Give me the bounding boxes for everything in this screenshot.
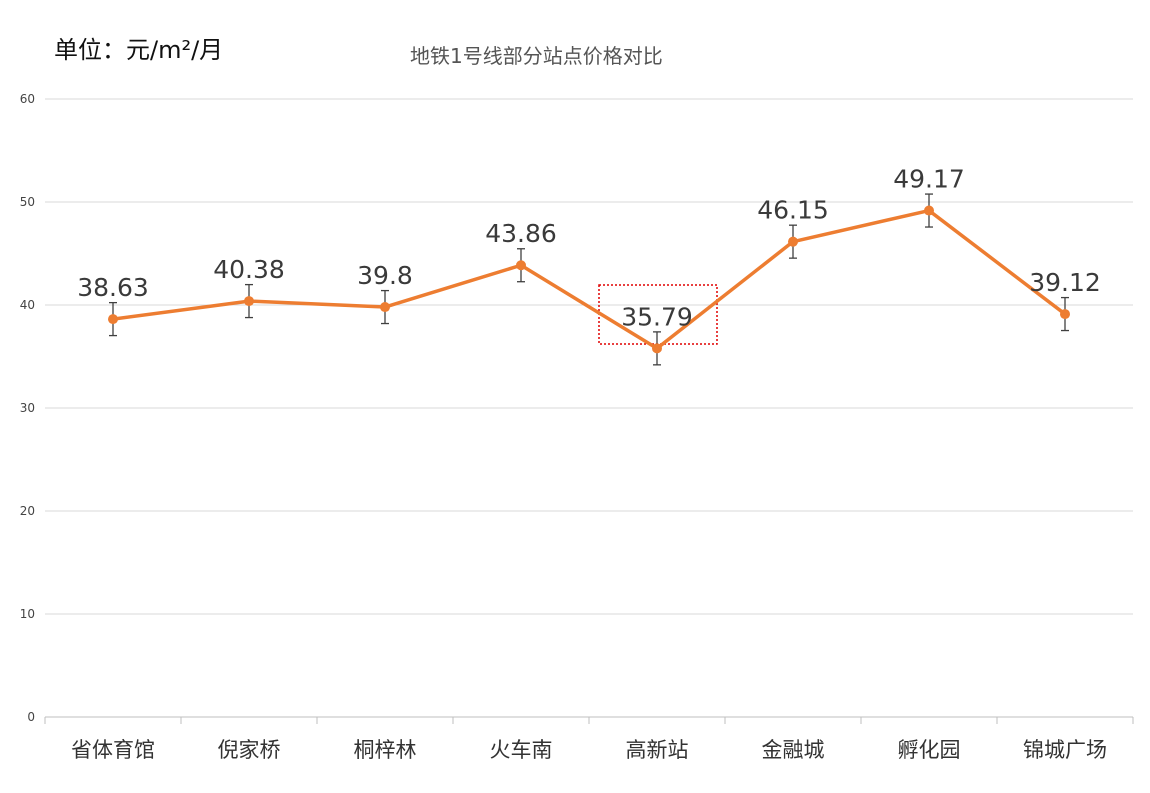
series-line-layer [112,208,1067,351]
data-label: 49.17 [893,165,965,194]
y-tick-label: 20 [20,504,35,518]
data-label: 43.86 [485,219,557,248]
data-point [788,236,798,247]
x-category-label: 桐梓林 [354,738,417,762]
data-label: 39.12 [1029,268,1101,297]
y-tick-label: 30 [20,401,35,415]
chart-title: 地铁1号线部分站点价格对比 [410,44,663,68]
series-line [112,208,1067,351]
y-tick-label: 60 [20,92,35,106]
gridlines [45,98,1133,615]
unit-label: 单位：元/m²/月 [54,36,224,64]
y-tick-label: 0 [27,710,35,724]
y-axis-ticks: 0 10 20 30 40 50 60 [20,92,35,724]
data-point [108,314,118,325]
x-category-label: 倪家桥 [218,738,281,762]
y-tick-label: 10 [20,607,35,621]
data-label: 39.8 [357,261,413,290]
data-point [652,343,662,354]
y-tick-label: 40 [20,298,35,312]
data-label: 38.63 [77,273,149,302]
data-point [244,296,254,307]
x-category-label: 锦城广场 [1023,738,1107,762]
data-point [380,302,390,313]
x-category-label: 金融城 [762,738,825,762]
data-label: 35.79 [621,302,693,331]
y-tick-label: 50 [20,195,35,209]
data-labels: 38.63 40.38 39.8 43.86 35.79 46.15 49.17 39.12 [77,165,1101,332]
x-category-label: 高新站 [626,738,689,762]
x-category-label: 孵化园 [898,738,961,762]
data-point [924,205,934,216]
data-point [1060,309,1070,320]
x-axis: 省体育馆 倪家桥 桐梓林 火车南 高新站 金融城 孵化园 锦城广场 [44,716,1134,762]
data-points [108,205,1070,354]
x-category-label: 省体育馆 [71,738,155,762]
data-label: 46.15 [757,196,829,225]
data-label: 40.38 [213,255,285,284]
x-category-label: 火车南 [490,738,553,762]
data-point [516,260,526,271]
